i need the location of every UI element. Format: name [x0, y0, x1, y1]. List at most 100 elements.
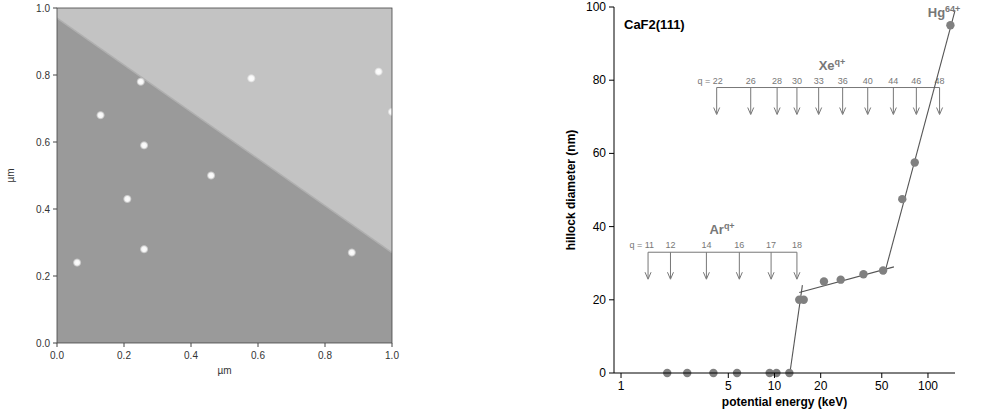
x-tick — [881, 373, 882, 378]
charge-label: 17 — [766, 240, 776, 250]
charge-label: 40 — [863, 76, 873, 86]
y-axis-title: hillock diameter (nm) — [564, 130, 578, 251]
ion-arrow — [771, 252, 772, 278]
x-tick-label: 100 — [918, 379, 938, 393]
charge-label: 46 — [911, 76, 921, 86]
y-axis-title: µm — [5, 168, 16, 182]
x-tick — [124, 343, 125, 347]
figure: 0.00.20.40.60.81.00.00.20.40.60.81.0µmµm… — [0, 0, 1005, 412]
y-tick-label: 60 — [593, 146, 607, 160]
ion-label: Arq+ — [709, 221, 734, 237]
charge-label: 33 — [814, 76, 824, 86]
ion-arrow-head — [774, 108, 780, 115]
ion-arrow-head — [645, 272, 651, 279]
plot-data — [663, 11, 955, 378]
ion-label-superscript: q+ — [835, 57, 846, 67]
charge-label: 28 — [772, 76, 782, 86]
step-edge — [57, 18, 392, 253]
charge-label: 18 — [792, 240, 802, 250]
ion-arrow — [939, 88, 940, 114]
hillock — [73, 258, 82, 267]
x-tick — [820, 373, 821, 378]
ion-arrow — [648, 252, 649, 278]
charge-label: 14 — [701, 240, 711, 250]
y-tick — [53, 209, 57, 210]
x-tick-label: 0.4 — [184, 350, 198, 361]
ion-arrow — [893, 88, 894, 114]
x-tick-label: 1 — [618, 379, 625, 393]
ion-arrow — [706, 252, 707, 278]
ion-bar — [717, 87, 940, 88]
chart-title: CaF2(111) — [624, 17, 685, 32]
ion-annotations: q = 22262830333640444648Xeq+q = 11121416… — [629, 57, 944, 280]
x-tick — [57, 343, 58, 347]
y-tick-label: 0.6 — [36, 137, 50, 148]
x-tick-label: 50 — [875, 379, 889, 393]
x-axis-title: µm — [217, 365, 231, 376]
x-tick-label: 20 — [814, 379, 828, 393]
y-tick — [609, 226, 614, 227]
ion-arrow — [867, 88, 868, 114]
x-tick-label: 5 — [725, 379, 732, 393]
charge-label: 30 — [792, 76, 802, 86]
hillock — [388, 107, 393, 116]
annotation: Hg64+ — [928, 4, 961, 20]
x-tick — [392, 343, 393, 347]
ion-arrow — [670, 252, 671, 278]
x-tick-label: 0.6 — [251, 350, 265, 361]
charge-label: q = 11 — [629, 240, 654, 250]
y-tick — [609, 299, 614, 300]
ion-arrow-head — [714, 108, 720, 115]
hillock — [136, 77, 145, 86]
data-point — [859, 270, 867, 278]
annotation-superscript: 64+ — [945, 4, 960, 14]
ion-arrow — [796, 252, 797, 278]
data-point — [820, 277, 828, 285]
ion-arrow-head — [794, 108, 800, 115]
x-tick — [191, 343, 192, 347]
hillock — [96, 111, 105, 120]
hillock — [247, 74, 256, 83]
ion-arrow — [739, 252, 740, 278]
y-tick-label: 100 — [586, 0, 606, 14]
ion-arrow — [916, 88, 917, 114]
terrace-high — [57, 8, 392, 253]
ion-arrow-head — [840, 108, 846, 115]
y-tick-label: 80 — [593, 73, 607, 87]
ion-arrow-head — [890, 108, 896, 115]
hillock — [347, 248, 356, 257]
ion-arrow-head — [865, 108, 871, 115]
y-tick-label: 40 — [593, 220, 607, 234]
y-tick-label: 1.0 — [36, 3, 50, 14]
y-tick-label: 0.4 — [36, 204, 50, 215]
y-tick-label: 0 — [599, 366, 606, 380]
y-axis — [614, 7, 615, 373]
y-tick — [609, 153, 614, 154]
data-point — [837, 275, 845, 283]
ion-arrow-head — [703, 272, 709, 279]
x-tick-label: 1.0 — [385, 350, 399, 361]
y-tick-label: 0.8 — [36, 70, 50, 81]
ion-arrow — [796, 88, 797, 114]
ion-arrow-head — [768, 272, 774, 279]
ion-arrow-head — [816, 108, 822, 115]
y-tick — [609, 373, 614, 374]
x-tick — [621, 373, 622, 378]
terrace-low — [57, 8, 392, 343]
ion-arrow-head — [667, 272, 673, 279]
ion-arrow-head — [794, 272, 800, 279]
charge-label: 16 — [734, 240, 744, 250]
y-tick-label: 20 — [593, 293, 607, 307]
y-tick — [53, 75, 57, 76]
x-tick — [927, 373, 928, 378]
hillock — [123, 194, 132, 203]
ion-arrow-head — [913, 108, 919, 115]
x-axis-title: potential energy (keV) — [722, 395, 847, 409]
y-tick — [609, 80, 614, 81]
hillock — [140, 141, 149, 150]
ion-arrow-head — [937, 108, 943, 115]
ion-arrow — [842, 88, 843, 114]
charge-label: 44 — [888, 76, 898, 86]
data-point — [879, 266, 887, 274]
y-tick — [53, 142, 57, 143]
